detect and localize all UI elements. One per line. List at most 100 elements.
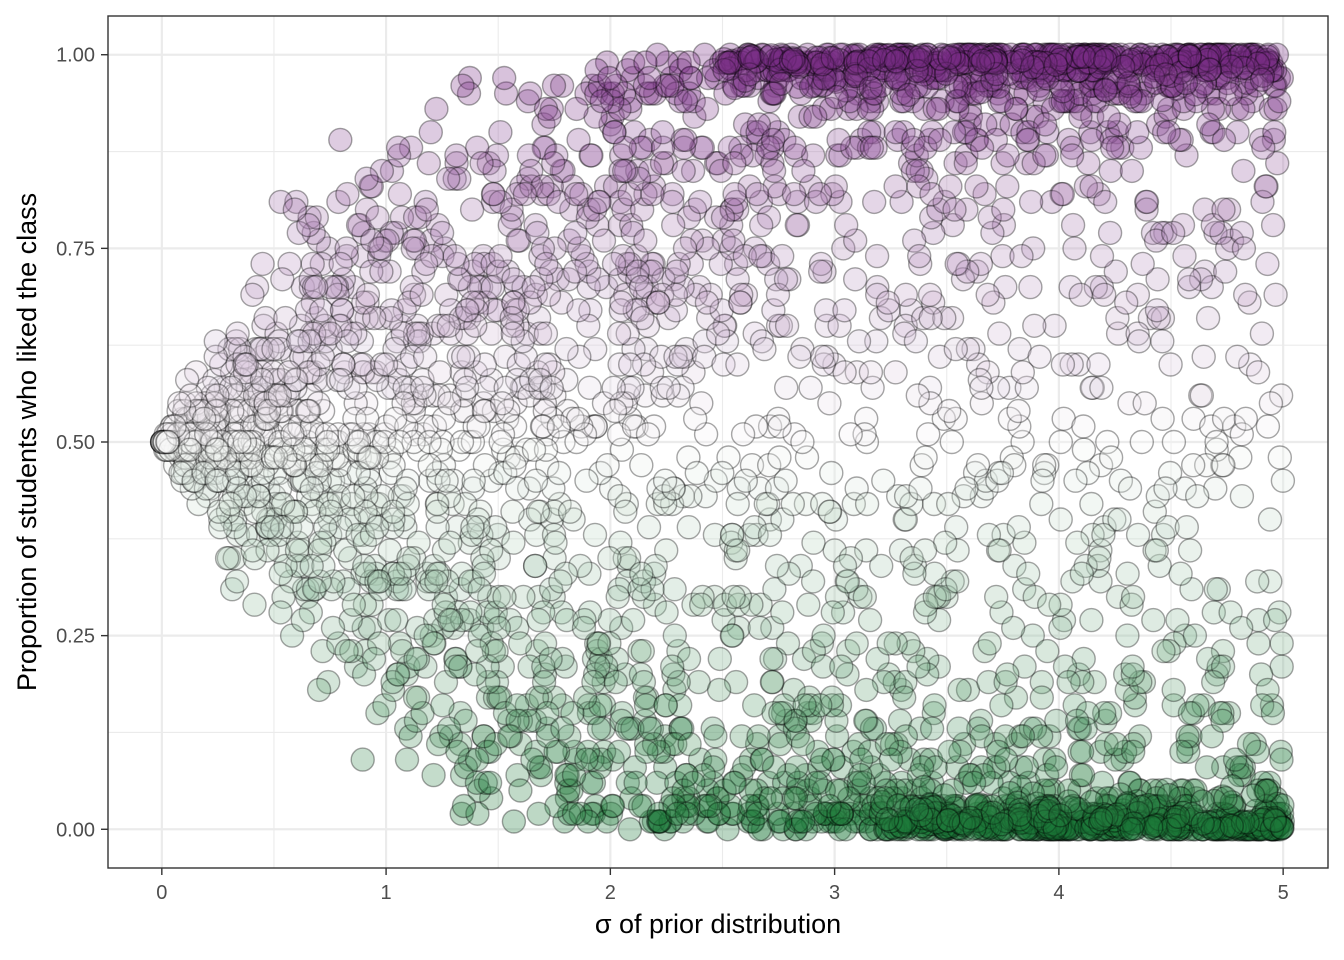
data-point [495, 259, 520, 284]
data-point [864, 329, 889, 354]
data-point [383, 220, 409, 246]
data-point [1231, 158, 1256, 184]
data-point [463, 251, 488, 277]
data-point [819, 685, 845, 710]
data-point [283, 499, 309, 524]
data-point [537, 352, 562, 377]
data-point [747, 615, 772, 641]
data-point [926, 607, 952, 633]
data-point [402, 383, 428, 408]
data-point [871, 468, 896, 493]
data-point [302, 360, 327, 385]
data-point [311, 367, 337, 393]
data-point [1010, 724, 1036, 749]
data-point [471, 251, 497, 277]
data-point [486, 615, 511, 641]
data-point [716, 445, 741, 470]
data-point [1207, 809, 1233, 834]
data-point [1260, 212, 1286, 238]
data-point [673, 127, 698, 153]
data-point [455, 298, 481, 323]
data-point [532, 391, 558, 416]
data-point [207, 398, 232, 424]
data-point [329, 367, 354, 393]
data-point [606, 739, 632, 764]
data-point [808, 259, 833, 284]
data-point [354, 166, 379, 191]
data-point [621, 336, 646, 362]
data-point [384, 607, 409, 633]
data-point [1176, 817, 1201, 842]
data-point [1007, 336, 1032, 362]
data-point [250, 344, 275, 369]
data-point [1225, 817, 1251, 842]
data-point [761, 158, 787, 184]
data-point [448, 731, 473, 757]
data-point [302, 577, 328, 602]
data-point [163, 422, 188, 447]
data-point [564, 747, 589, 772]
data-point [265, 538, 291, 563]
data-point [353, 445, 378, 470]
data-point [284, 189, 309, 215]
data-point [1020, 817, 1046, 842]
data-point [385, 662, 410, 687]
data-point [900, 88, 925, 114]
data-point [482, 685, 508, 710]
data-point [1004, 793, 1029, 819]
data-point [860, 96, 885, 122]
data-point [925, 584, 950, 610]
data-point [1144, 538, 1170, 563]
data-point [249, 422, 274, 447]
data-point [1022, 584, 1047, 610]
data-point [800, 809, 826, 834]
data-point [1126, 801, 1152, 826]
data-point [854, 406, 879, 431]
data-point [637, 158, 663, 184]
data-point [790, 731, 816, 757]
data-point [613, 282, 638, 307]
data-point [1269, 654, 1294, 679]
data-point [1078, 119, 1103, 145]
data-point [535, 422, 560, 447]
data-point [583, 414, 608, 439]
data-point [1196, 112, 1221, 137]
data-point [425, 212, 450, 238]
data-point [607, 267, 632, 292]
data-point [1097, 220, 1123, 246]
data-point [1053, 88, 1078, 114]
y-tick-label: 0.25 [56, 626, 95, 648]
data-point [1264, 42, 1290, 67]
data-point [1118, 42, 1143, 67]
data-point [489, 391, 515, 416]
data-point [184, 437, 210, 462]
data-point [1018, 793, 1044, 819]
data-point [1110, 747, 1135, 772]
data-point [980, 220, 1005, 246]
data-point [1001, 615, 1026, 641]
data-point [524, 375, 550, 400]
data-point [320, 615, 346, 641]
data-point [683, 406, 708, 431]
data-point [732, 112, 758, 137]
data-point [820, 600, 845, 625]
data-point [814, 50, 839, 75]
data-point [194, 460, 220, 486]
data-point [750, 817, 776, 842]
data-point [290, 607, 315, 633]
data-point [710, 460, 735, 486]
data-point [425, 460, 450, 486]
data-point [770, 817, 796, 842]
data-point [1124, 50, 1149, 75]
data-point [526, 305, 552, 331]
data-point [661, 476, 686, 501]
data-point [1156, 119, 1181, 145]
data-point [897, 809, 922, 834]
data-point [781, 181, 807, 207]
data-point [794, 445, 820, 470]
data-point [304, 205, 329, 230]
data-point [760, 135, 785, 160]
data-point [597, 546, 622, 571]
data-point [943, 336, 968, 362]
